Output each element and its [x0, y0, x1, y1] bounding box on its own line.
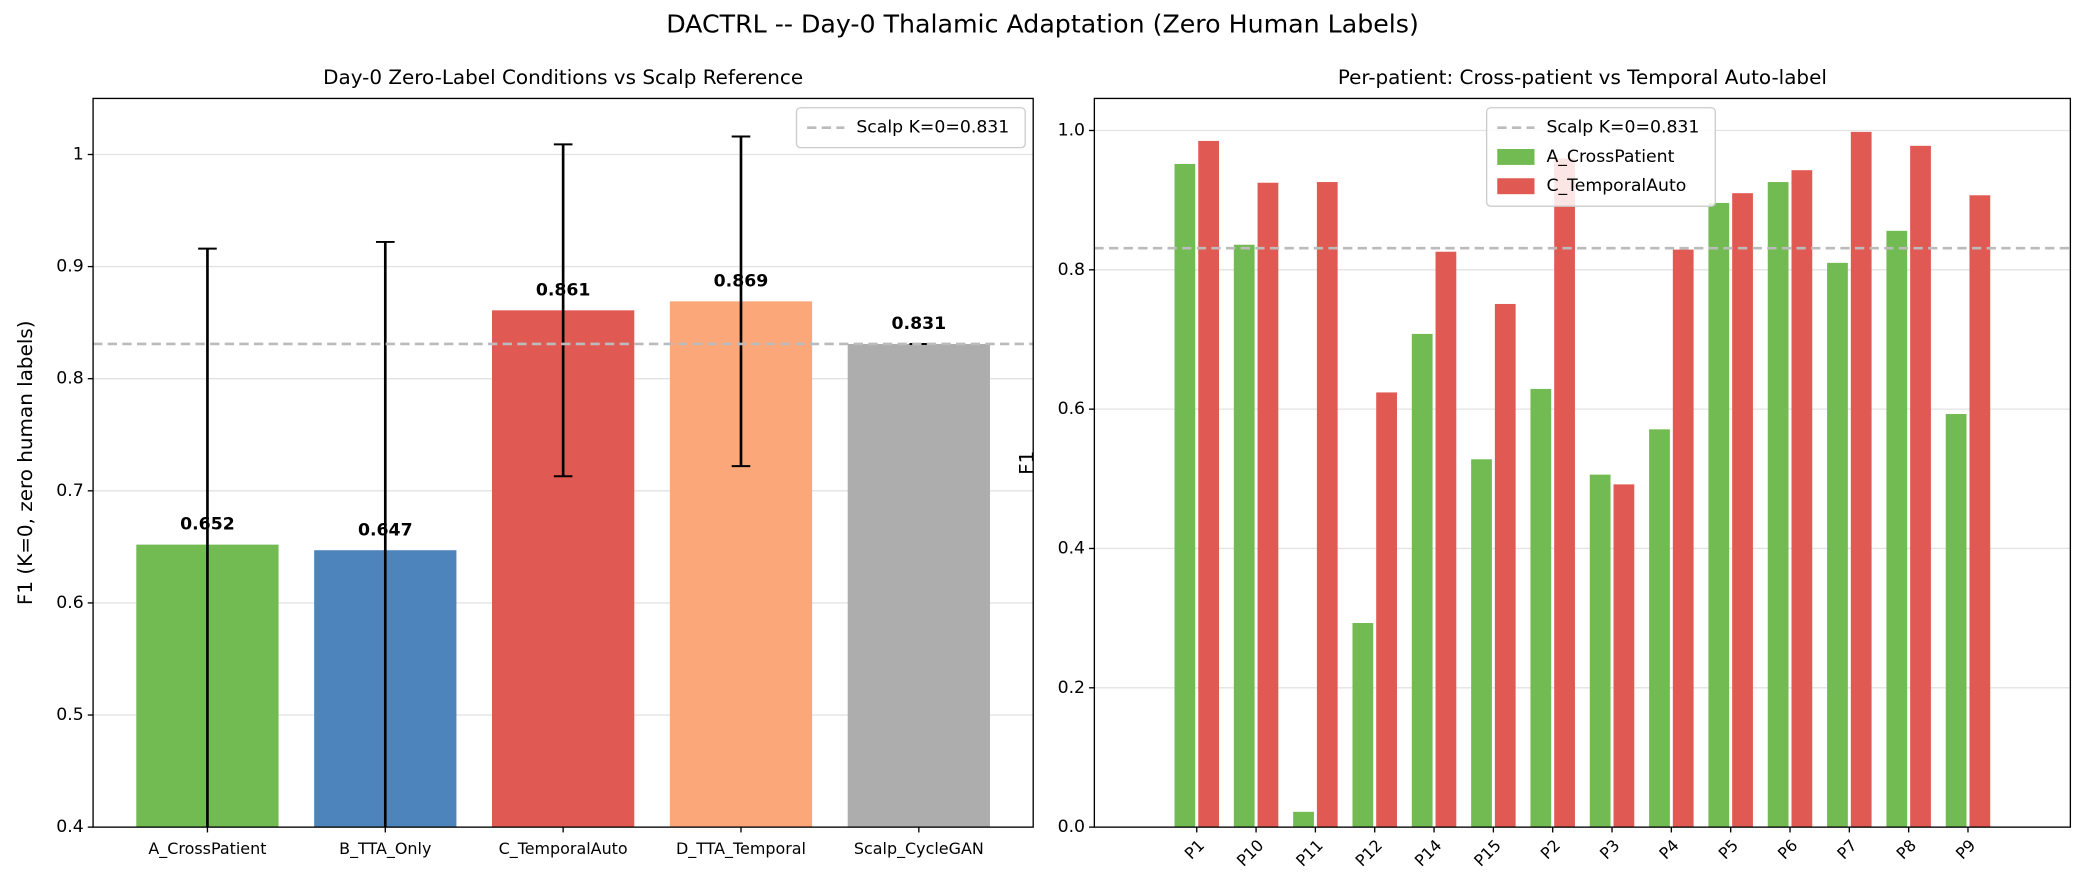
x-tick-label: P1 — [1181, 836, 1208, 863]
bar — [1233, 244, 1255, 828]
legend-label: Scalp K=0=0.831 — [856, 118, 1009, 138]
plot-area — [93, 135, 1034, 828]
data-label: 0.861 — [536, 280, 591, 300]
legend-swatch — [1497, 178, 1535, 195]
bar — [1471, 459, 1492, 828]
x-tick-label: A_CrossPatient — [148, 839, 266, 859]
y-tick-label: 0.8 — [1058, 260, 1085, 280]
data-label: 0.831 — [892, 314, 947, 334]
bar — [1649, 429, 1670, 828]
bar — [1672, 249, 1694, 828]
x-tick-label: C_TemporalAuto — [499, 839, 628, 859]
y-tick-label: 0.2 — [1058, 678, 1085, 698]
y-tick-label: 0.4 — [56, 817, 83, 837]
bar — [1732, 193, 1753, 828]
legend-label: Scalp K=0=0.831 — [1546, 118, 1699, 138]
bar — [1435, 251, 1457, 828]
bar — [1293, 811, 1314, 828]
bar — [1174, 163, 1196, 828]
y-tick-label: 0.0 — [1058, 817, 1085, 837]
bar — [1494, 303, 1516, 828]
data-label: 0.869 — [714, 271, 769, 291]
y-tick-label: 0.4 — [1058, 538, 1085, 558]
x-tick-label: P9 — [1952, 836, 1979, 863]
y-axis-label: F1 — [1014, 451, 1038, 475]
x-tick-label: D_TTA_Temporal — [676, 839, 806, 859]
data-label: 0.647 — [358, 520, 413, 540]
y-tick-label: 0.6 — [56, 593, 83, 613]
y-tick-label: 1.0 — [1058, 120, 1085, 140]
y-tick-label: 0.6 — [1058, 399, 1085, 419]
bar — [1910, 145, 1931, 828]
bar — [1316, 182, 1338, 828]
y-axis-label: F1 (K=0, zero human labels) — [13, 320, 37, 605]
subplot-title: Per-patient: Cross-patient vs Temporal A… — [1338, 65, 1827, 89]
x-tick-label: B_TTA_Only — [339, 839, 431, 859]
bar — [1352, 623, 1374, 828]
legend-label: C_TemporalAuto — [1546, 176, 1686, 196]
y-tick-label: 0.8 — [56, 369, 83, 389]
y-tick-label: 0.7 — [56, 481, 83, 501]
x-tick-label: P8 — [1893, 836, 1920, 863]
bar — [1257, 182, 1279, 828]
y-tick-label: 1 — [73, 144, 84, 164]
legend-box — [1485, 107, 1717, 207]
axes-frame — [92, 97, 1034, 828]
x-tick-label: P14 — [1411, 836, 1446, 871]
bar — [1827, 262, 1848, 828]
x-tick-label: Scalp_CycleGAN — [854, 839, 984, 859]
bar — [1411, 333, 1433, 828]
legend-swatch — [1497, 148, 1535, 165]
x-tick-label: P5 — [1715, 836, 1742, 863]
bar — [1945, 414, 1967, 828]
x-tick-label: P3 — [1596, 836, 1623, 863]
x-tick-label: P11 — [1292, 836, 1327, 871]
bar — [1198, 140, 1219, 828]
bar — [1969, 195, 1991, 828]
axes-frame — [1093, 97, 2072, 828]
x-tick-label: P6 — [1774, 836, 1801, 863]
data-label: 0.652 — [180, 515, 235, 535]
bar — [1589, 474, 1611, 828]
legend-label: A_CrossPatient — [1546, 147, 1674, 167]
x-tick-label: P2 — [1537, 836, 1564, 863]
y-tick-label: 0.5 — [56, 705, 83, 725]
subplot-title: Day-0 Zero-Label Conditions vs Scalp Ref… — [323, 65, 803, 89]
bar — [1850, 131, 1872, 828]
x-tick-label: P15 — [1470, 836, 1505, 871]
bar — [1613, 484, 1635, 828]
bar — [1554, 158, 1575, 828]
bar — [1376, 392, 1397, 828]
figure-title: DACTRL -- Day-0 Thalamic Adaptation (Zer… — [666, 9, 1419, 38]
y-tick-label: 0.9 — [56, 257, 83, 277]
bar — [1767, 182, 1789, 828]
legend-box — [795, 107, 1026, 149]
x-tick-label: P7 — [1833, 836, 1860, 863]
bar — [847, 343, 990, 828]
x-tick-label: P4 — [1655, 836, 1682, 863]
bar — [1708, 202, 1730, 828]
bar — [1886, 230, 1908, 828]
plot-area — [1094, 129, 2071, 828]
x-tick-label: P10 — [1233, 836, 1268, 871]
x-tick-label: P12 — [1351, 836, 1386, 871]
bar — [1530, 388, 1552, 828]
bar — [1791, 170, 1813, 828]
